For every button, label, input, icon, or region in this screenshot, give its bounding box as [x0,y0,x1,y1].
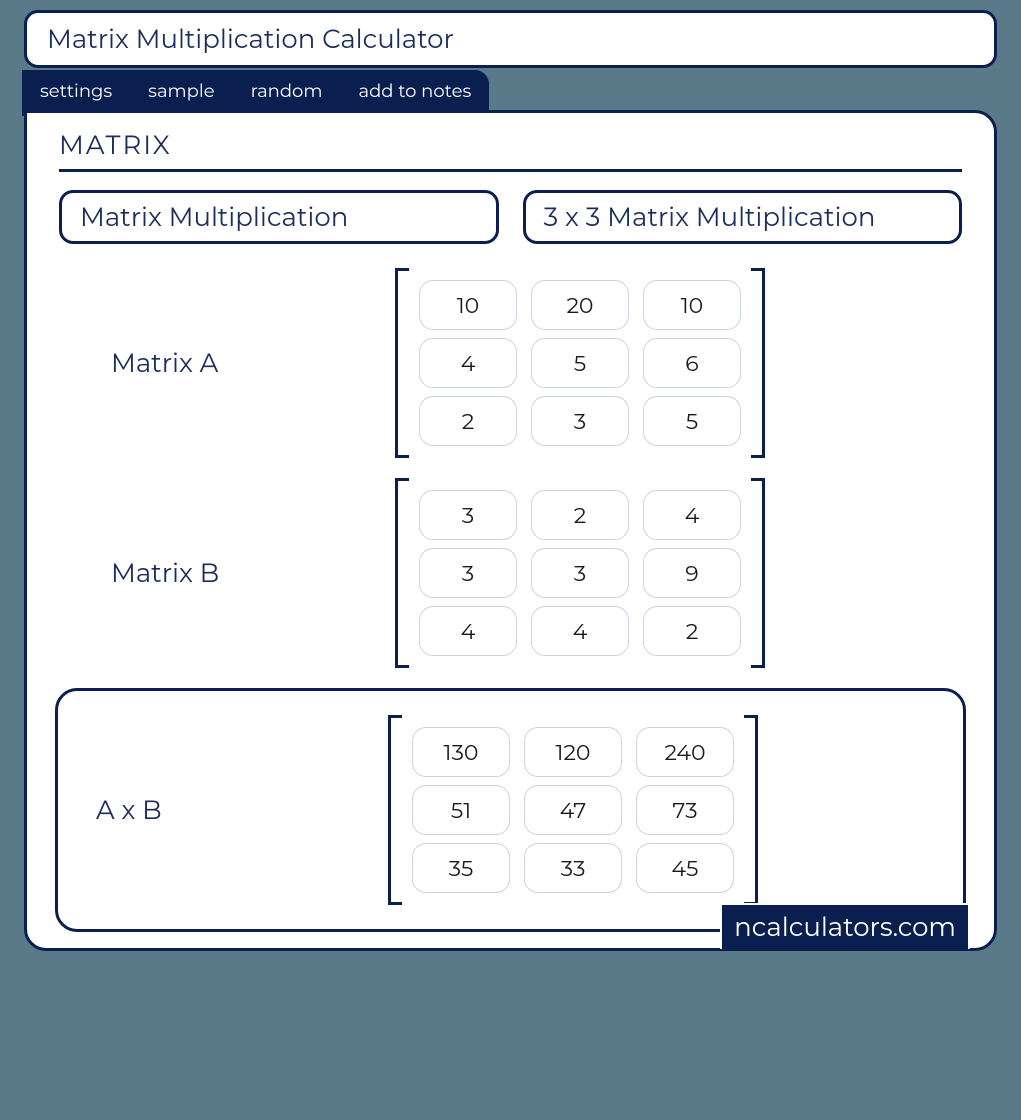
matrix-a-cell[interactable]: 4 [419,338,517,388]
matrix-a-cell[interactable]: 10 [643,280,741,330]
matrix-b-section: Matrix B 3 2 4 3 3 9 4 4 2 [55,478,966,668]
bracket-right-icon [744,715,758,905]
result-cell: 45 [636,843,734,893]
matrix-b-cell[interactable]: 3 [419,548,517,598]
matrix-b-cell[interactable]: 4 [419,606,517,656]
matrix-b-label: Matrix B [55,557,395,589]
matrix-b-cell[interactable]: 3 [419,490,517,540]
result-cell: 47 [524,785,622,835]
matrix-a-cell[interactable]: 5 [643,396,741,446]
bracket-left-icon [395,478,409,668]
matrix-a-cell[interactable]: 20 [531,280,629,330]
matrix-b-cell[interactable]: 4 [643,490,741,540]
matrix-b-cell[interactable]: 9 [643,548,741,598]
mode-chips: Matrix Multiplication 3 x 3 Matrix Multi… [59,190,962,244]
result-section: A x B 130 120 240 51 47 73 35 33 45 [55,688,966,932]
result-matrix: 130 120 240 51 47 73 35 33 45 [388,715,758,905]
brand-footer[interactable]: ncalculators.com [720,903,970,949]
matrix-a-cell[interactable]: 5 [531,338,629,388]
section-heading: MATRIX [59,125,962,172]
matrix-a-section: Matrix A 10 20 10 4 5 6 2 3 5 [55,268,966,458]
matrix-b: 3 2 4 3 3 9 4 4 2 [395,478,765,668]
bracket-left-icon [388,715,402,905]
matrix-a-cell[interactable]: 10 [419,280,517,330]
result-cell: 73 [636,785,734,835]
result-cell: 130 [412,727,510,777]
matrix-a-cell[interactable]: 6 [643,338,741,388]
result-cell: 240 [636,727,734,777]
result-cell: 33 [524,843,622,893]
main-panel: MATRIX Matrix Multiplication 3 x 3 Matri… [24,110,997,951]
chip-3x3-multiplication[interactable]: 3 x 3 Matrix Multiplication [523,190,963,244]
result-label: A x B [68,794,388,826]
matrix-a-cell[interactable]: 3 [531,396,629,446]
bracket-left-icon [395,268,409,458]
result-cell: 120 [524,727,622,777]
page-title: Matrix Multiplication Calculator [24,10,997,68]
matrix-b-cell[interactable]: 3 [531,548,629,598]
matrix-b-cell[interactable]: 2 [643,606,741,656]
matrix-a-cell[interactable]: 2 [419,396,517,446]
bracket-right-icon [751,478,765,668]
chip-matrix-multiplication[interactable]: Matrix Multiplication [59,190,499,244]
matrix-a: 10 20 10 4 5 6 2 3 5 [395,268,765,458]
matrix-b-cell[interactable]: 2 [531,490,629,540]
matrix-b-cell[interactable]: 4 [531,606,629,656]
result-cell: 51 [412,785,510,835]
matrix-a-label: Matrix A [55,347,395,379]
result-cell: 35 [412,843,510,893]
bracket-right-icon [751,268,765,458]
